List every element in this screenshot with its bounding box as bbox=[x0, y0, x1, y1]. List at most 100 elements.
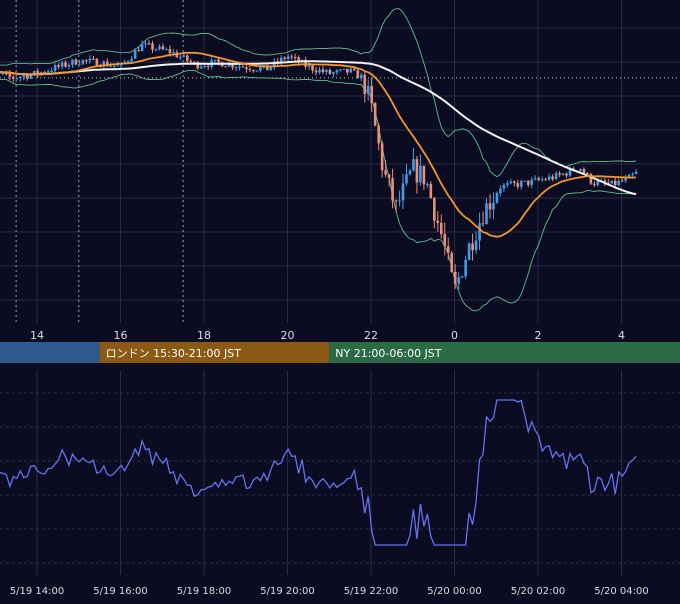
candle-body bbox=[478, 223, 481, 241]
candle-body bbox=[439, 222, 443, 235]
time-tick-label: 5/19 16:00 bbox=[93, 586, 147, 597]
candle-body bbox=[370, 85, 373, 104]
candle-body bbox=[624, 177, 627, 181]
candle-body bbox=[314, 70, 318, 73]
time-tick-label: 5/19 18:00 bbox=[177, 586, 231, 597]
hour-tick-label: 0 bbox=[451, 329, 458, 342]
candle-body bbox=[186, 55, 189, 61]
candle-body bbox=[217, 59, 220, 63]
candle-body bbox=[554, 173, 558, 180]
candle-body bbox=[328, 69, 332, 74]
candle-body bbox=[71, 59, 74, 65]
candle-body bbox=[363, 74, 367, 94]
candle-body bbox=[373, 103, 377, 126]
candle-body bbox=[481, 223, 485, 225]
candle-body bbox=[429, 183, 433, 199]
candle-body bbox=[342, 68, 346, 70]
candle-body bbox=[530, 179, 534, 185]
candle-body bbox=[248, 69, 252, 71]
candle-body bbox=[415, 159, 419, 183]
candle-body bbox=[561, 173, 565, 175]
candle-body bbox=[158, 46, 161, 50]
candle-body bbox=[332, 72, 335, 74]
candle-body bbox=[95, 58, 99, 67]
candle-body bbox=[147, 43, 151, 45]
candle-body bbox=[179, 56, 182, 58]
candle-body bbox=[405, 174, 408, 184]
candle-body bbox=[36, 70, 39, 75]
candle-body bbox=[551, 176, 554, 180]
oscillator-pane: 5/19 14:00 5/19 16:00 5/19 18:00 5/19 20:00… bbox=[0, 370, 680, 597]
time-tick-label: 5/19 22:00 bbox=[344, 586, 398, 597]
candle-body bbox=[293, 57, 297, 59]
oscillator-line bbox=[0, 399, 637, 546]
candle-body bbox=[384, 170, 387, 175]
osc-pane-bg bbox=[0, 370, 680, 575]
candle-body bbox=[401, 183, 405, 201]
candle-body bbox=[88, 58, 92, 61]
candle-body bbox=[5, 73, 8, 75]
candle-body bbox=[540, 179, 544, 181]
candle-body bbox=[586, 172, 589, 174]
candle-body bbox=[464, 259, 467, 277]
candle-body bbox=[1, 73, 5, 75]
candle-body bbox=[311, 65, 314, 71]
hour-tick-label: 4 bbox=[618, 329, 625, 342]
candle-body bbox=[133, 50, 137, 59]
session-label: ロンドン 15:30-21:00 JST bbox=[106, 347, 242, 360]
candle-body bbox=[606, 182, 610, 184]
candle-body bbox=[231, 63, 234, 68]
candle-body bbox=[499, 188, 502, 194]
bollinger-lower bbox=[0, 69, 637, 312]
candle-body bbox=[165, 49, 168, 51]
candle-body bbox=[57, 65, 60, 67]
candle-body bbox=[516, 183, 520, 187]
candle-body bbox=[620, 180, 624, 182]
candle-body bbox=[19, 76, 22, 79]
candle-body bbox=[412, 159, 415, 171]
candle-body bbox=[589, 173, 593, 184]
candle-body bbox=[15, 78, 19, 80]
candle-body bbox=[92, 58, 95, 60]
candle-body bbox=[565, 173, 568, 176]
candle-body bbox=[356, 70, 360, 79]
candle-body bbox=[558, 173, 561, 175]
candle-body bbox=[526, 180, 530, 185]
time-tick-label: 5/20 00:00 bbox=[427, 586, 481, 597]
hour-tick-label: 16 bbox=[114, 329, 128, 342]
candle-body bbox=[238, 66, 241, 68]
candle-body bbox=[286, 56, 290, 60]
candle-body bbox=[353, 68, 356, 71]
time-tick-label: 5/19 14:00 bbox=[10, 586, 64, 597]
candle-body bbox=[398, 200, 401, 202]
candle-body bbox=[144, 43, 147, 45]
candle-body bbox=[426, 183, 429, 185]
candle-body bbox=[593, 183, 596, 185]
candle-body bbox=[325, 69, 328, 73]
candle-body bbox=[283, 57, 287, 60]
candle-body bbox=[433, 198, 436, 221]
candle-body bbox=[234, 67, 238, 69]
candle-body bbox=[335, 70, 339, 73]
price-pane: 14 16 18 20 22 0 2 4 bbox=[0, 0, 680, 342]
candle-body bbox=[50, 70, 53, 72]
candle-body bbox=[172, 52, 175, 54]
candle-body bbox=[109, 65, 113, 67]
candle-body bbox=[206, 66, 210, 68]
candle-body bbox=[419, 165, 422, 183]
candle-body bbox=[457, 277, 460, 284]
candle-body bbox=[627, 174, 631, 178]
candle-body bbox=[488, 203, 492, 210]
ma-slow-line bbox=[0, 60, 637, 196]
candle-body bbox=[321, 69, 325, 73]
candle-body bbox=[67, 64, 71, 67]
candle-body bbox=[443, 234, 447, 247]
candle-body bbox=[269, 67, 273, 71]
candle-body bbox=[227, 63, 231, 67]
bollinger-upper bbox=[0, 8, 637, 178]
candle-body bbox=[224, 66, 227, 68]
candle-body bbox=[161, 46, 165, 50]
candle-body bbox=[613, 180, 617, 186]
candle-body bbox=[391, 178, 394, 201]
